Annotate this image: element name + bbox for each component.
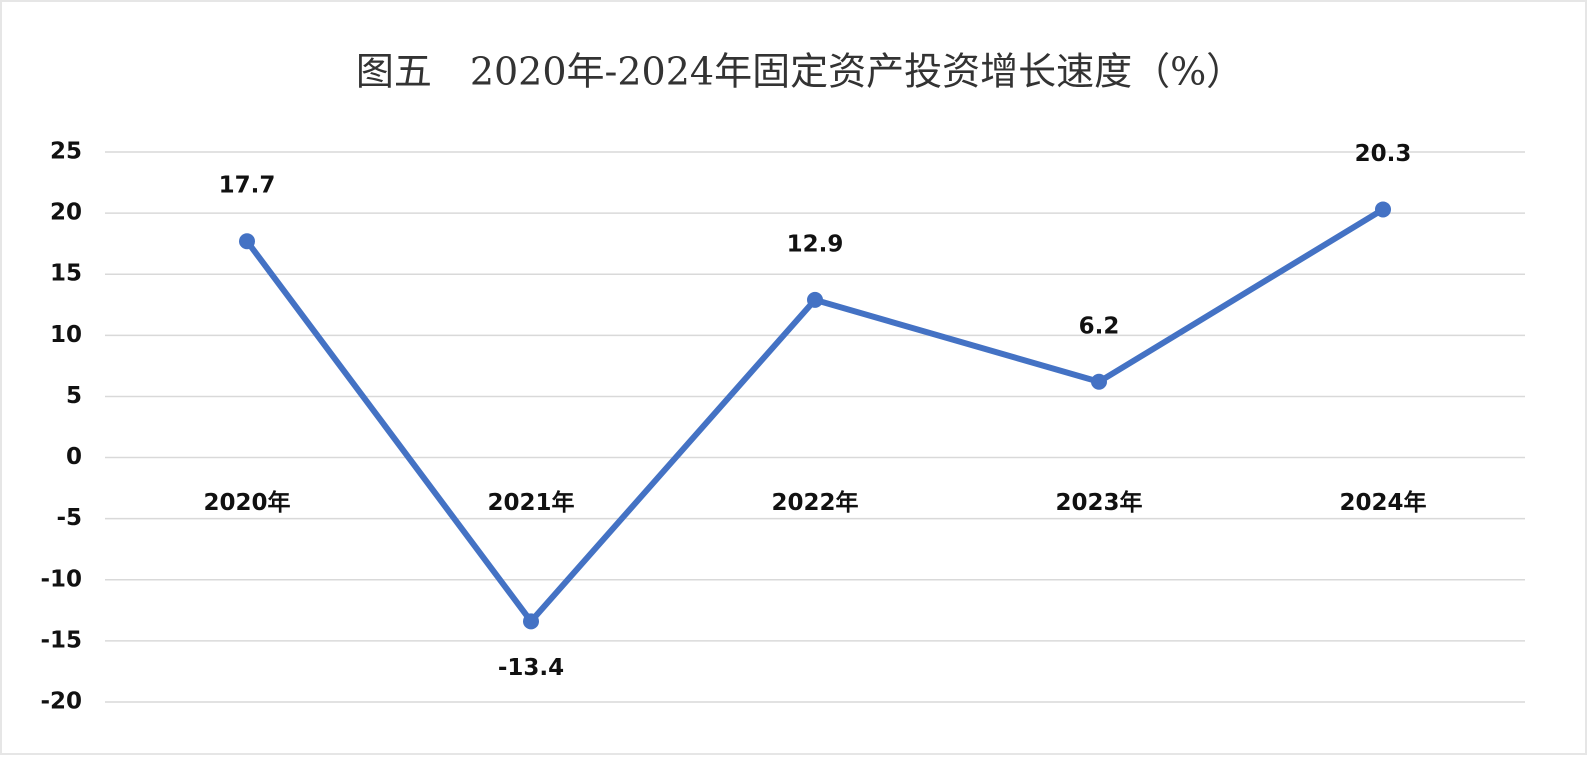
chart-title: 图五 2020年-2024年固定资产投资增长速度（%） [356,50,1244,94]
marker [239,233,255,250]
y-tick-label: -15 [40,627,82,653]
y-tick-label: 10 [50,322,82,348]
x-tick-label: 2021年 [487,489,574,516]
y-tick-label: 5 [66,383,82,409]
y-tick-label: -20 [40,689,82,715]
x-tick-label: 2022年 [771,489,858,516]
y-tick-label: -5 [56,505,82,531]
y-tick-label: 15 [50,261,82,287]
y-tick-label: 0 [66,444,82,470]
data-label: 6.2 [1079,313,1120,339]
x-tick-label: 2023年 [1055,489,1142,516]
marker [1091,373,1107,390]
data-label: 20.3 [1355,141,1412,167]
data-label: 17.7 [219,173,276,199]
marker [807,291,823,308]
x-tick-label: 2024年 [1339,489,1426,516]
marker [523,613,539,630]
y-tick-label: -10 [40,566,82,592]
x-tick-label: 2020年 [203,489,290,516]
y-tick-label: 20 [50,200,82,226]
data-label: -13.4 [498,655,564,681]
data-label: 12.9 [787,231,844,257]
marker [1375,201,1391,218]
y-tick-label: 25 [50,139,82,165]
